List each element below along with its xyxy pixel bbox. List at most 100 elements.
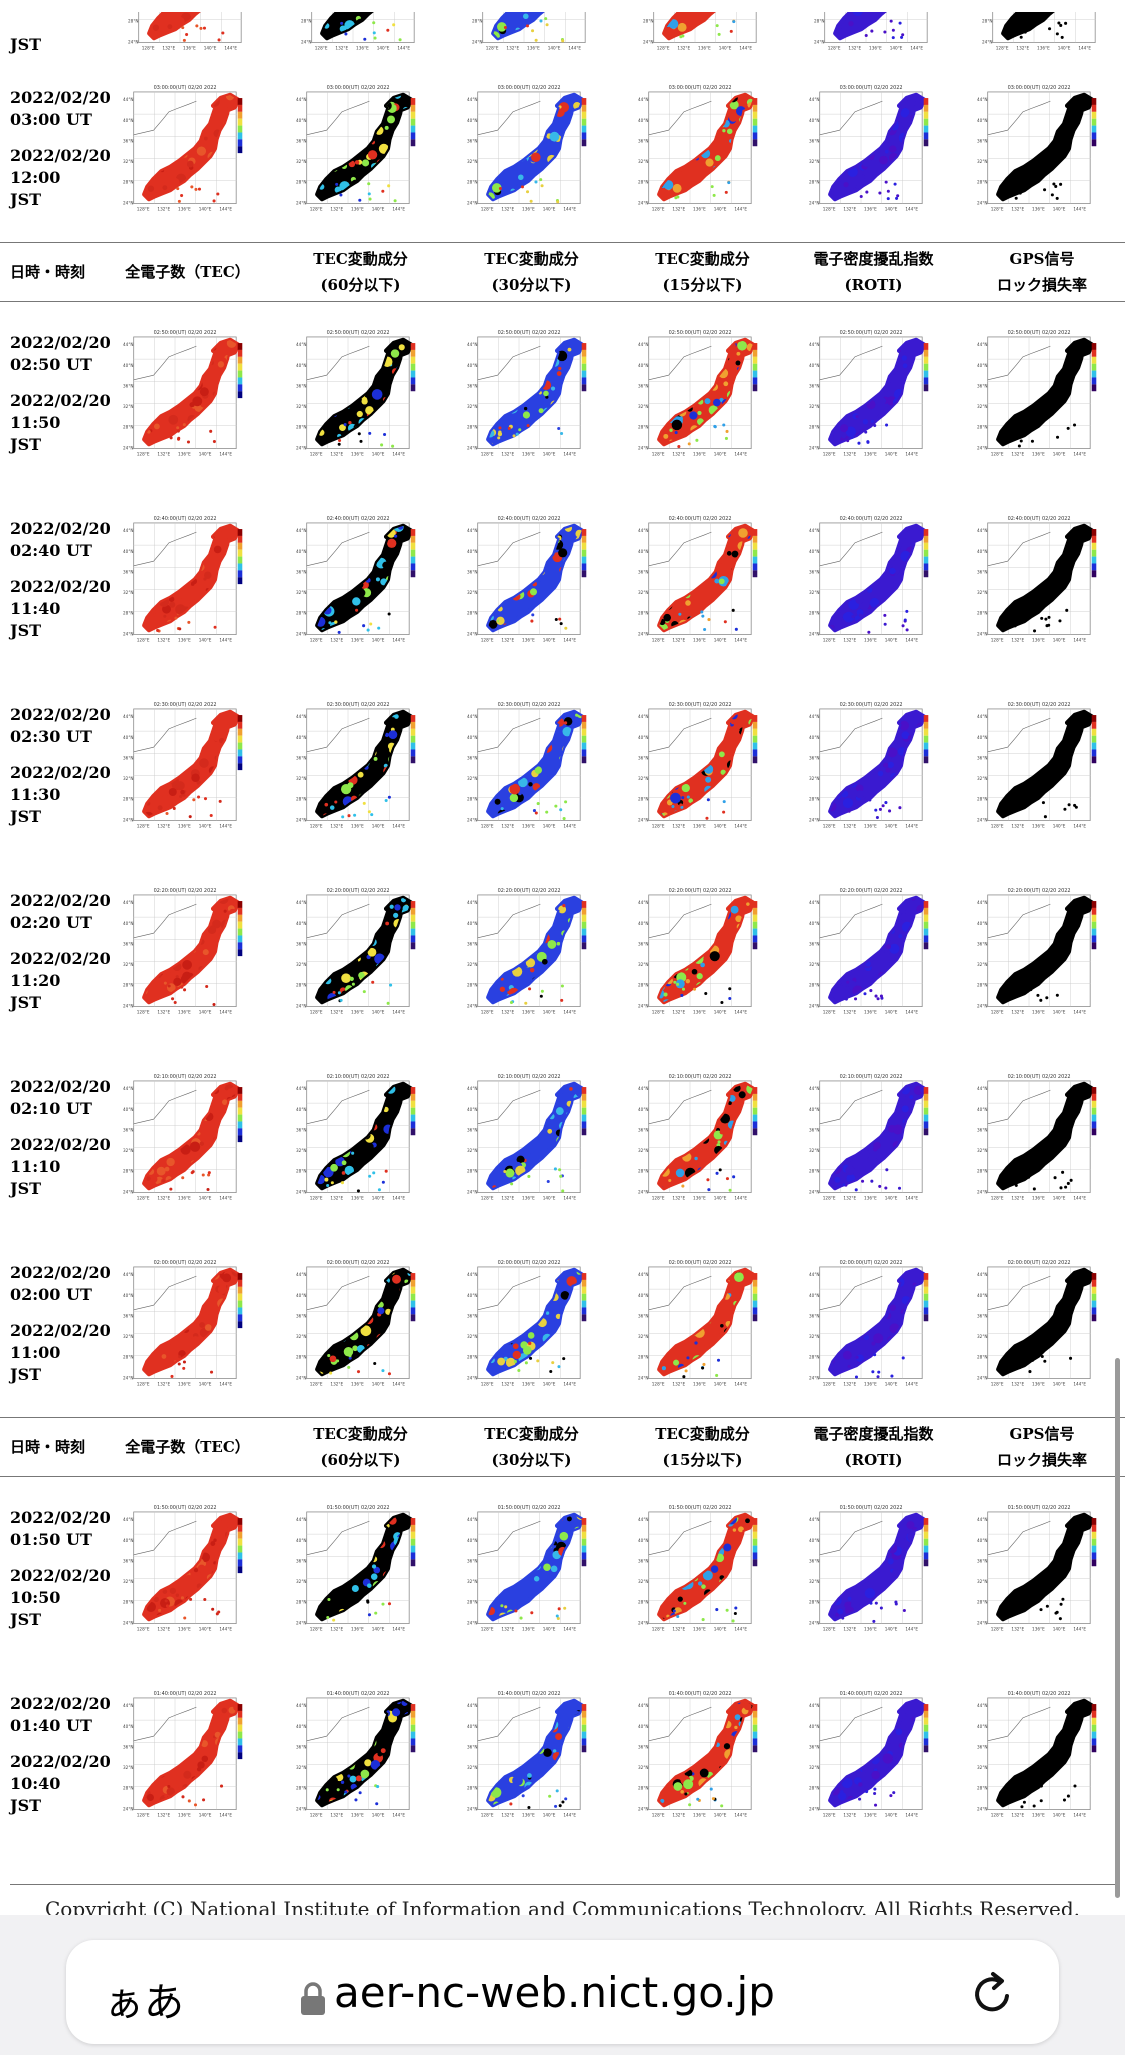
partial-map-image[interactable]: 44°N40°N36°N32°N28°N24°N128°E132°E136°E1…	[982, 12, 1102, 52]
tec-map-image[interactable]: 02:20:00(UT) 02/20 2022 44°N 40°N 36°N 32°N 2…	[123, 884, 253, 1016]
dtec30-map-image[interactable]: 01:50:00(UT) 02/20 2022 44°N 40°N 36°N 32°N 2…	[467, 1501, 597, 1633]
partial-map-image[interactable]: 44°N40°N36°N32°N28°N24°N128°E132°E136°E1…	[814, 12, 934, 52]
lol-map-image[interactable]: 02:10:00(UT) 02/20 2022 44°N 40°N 36°N 32°N 2…	[977, 1070, 1107, 1202]
roti-map-image[interactable]: 01:40:00(UT) 02/20 2022 44°N 40°N 36°N 32°N 2…	[809, 1687, 939, 1819]
lon-tick-label: 128°E	[651, 1009, 664, 1014]
lol-map-image[interactable]: 01:40:00(UT) 02/20 2022 44°N 40°N 36°N 32°N 2…	[977, 1687, 1107, 1819]
dtec15-map-image[interactable]: 01:40:00(UT) 02/20 2022 44°N 40°N 36°N 32°N 2…	[638, 1687, 768, 1819]
dtec15-map-image[interactable]: 02:50:00(UT) 02/20 2022 44°N 40°N 36°N 32°N 2…	[638, 326, 768, 458]
lat-tick-label: 40°N	[123, 118, 134, 123]
partial-map-image[interactable]: 44°N40°N36°N32°N28°N24°N128°E132°E136°E1…	[643, 12, 763, 52]
lon-tick-label: 128°E	[141, 45, 154, 50]
roti-map-image[interactable]: 44°N40°N36°N32°N28°N24°N128°E132°E136°E1…	[814, 12, 934, 52]
roti-map-image[interactable]: 02:40:00(UT) 02/20 2022 44°N 40°N 36°N 32°N 2…	[809, 512, 939, 644]
dtec30-map-image[interactable]: 02:30:00(UT) 02/20 2022 44°N 40°N 36°N 32°N 2…	[467, 698, 597, 830]
lon-tick-label: 136°E	[522, 1195, 535, 1200]
tec-map-image[interactable]: 02:40:00(UT) 02/20 2022 44°N 40°N 36°N 32°N 2…	[123, 512, 253, 644]
dtec15-map-image[interactable]: 44°N40°N36°N32°N28°N24°N128°E132°E136°E1…	[643, 12, 763, 52]
dtec60-map-image[interactable]: 02:50:00(UT) 02/20 2022 44°N 40°N 36°N 32°N 2…	[296, 326, 426, 458]
text-size-button[interactable]: ぁあ	[104, 1980, 184, 2026]
dtec60-map-image[interactable]: 02:00:00(UT) 02/20 2022 44°N 40°N 36°N 32°N 2…	[296, 1256, 426, 1388]
dtec30-map-image[interactable]: 02:50:00(UT) 02/20 2022 44°N 40°N 36°N 32°N 2…	[467, 326, 597, 458]
dtec60-map-image[interactable]: 02:10:00(UT) 02/20 2022 44°N 40°N 36°N 32°N 2…	[296, 1070, 426, 1202]
lat-tick-label: 32°N	[467, 159, 478, 164]
time-ut: 02:30 UT	[10, 727, 92, 746]
roti-map-image[interactable]: 02:30:00(UT) 02/20 2022 44°N 40°N 36°N 32°N 2…	[809, 698, 939, 830]
lol-map-image[interactable]: 02:40:00(UT) 02/20 2022 44°N 40°N 36°N 32°N 2…	[977, 512, 1107, 644]
lon-tick-label: 144°E	[563, 1009, 576, 1014]
dtec60-map-image[interactable]: 02:30:00(UT) 02/20 2022 44°N 40°N 36°N 32°N 2…	[296, 698, 426, 830]
dtec30-map-image[interactable]: 44°N40°N36°N32°N28°N24°N128°E132°E136°E1…	[472, 12, 592, 52]
tec-map-image[interactable]: 02:10:00(UT) 02/20 2022 44°N 40°N 36°N 32°N 2…	[123, 1070, 253, 1202]
lon-tick-label: 132°E	[501, 1812, 514, 1817]
dtec15-map-image[interactable]: 01:50:00(UT) 02/20 2022 44°N 40°N 36°N 32°N 2…	[638, 1501, 768, 1633]
tec-map-image[interactable]: 44°N40°N36°N32°N28°N24°N128°E132°E136°E1…	[128, 12, 248, 52]
dtec60-map-image[interactable]: 03:00:00(UT) 02/20 2022 44°N 40°N 36°N 32°N 2…	[296, 81, 426, 213]
lat-tick-label: 44°N	[977, 1086, 988, 1091]
dtec15-map-image[interactable]: 02:10:00(UT) 02/20 2022 44°N 40°N 36°N 32°N 2…	[638, 1070, 768, 1202]
partial-map-image[interactable]: 44°N40°N36°N32°N28°N24°N128°E132°E136°E1…	[128, 12, 248, 52]
lon-tick-label: 136°E	[351, 452, 364, 457]
lon-tick-label: 128°E	[651, 1812, 664, 1817]
dtec30-map-image[interactable]: 03:00:00(UT) 02/20 2022 44°N 40°N 36°N 32°N 2…	[467, 81, 597, 213]
dtec30-map-image[interactable]: 01:40:00(UT) 02/20 2022 44°N 40°N 36°N 32°N 2…	[467, 1687, 597, 1819]
partial-map-image[interactable]: 44°N40°N36°N32°N28°N24°N128°E132°E136°E1…	[472, 12, 592, 52]
tec-map-image[interactable]: 02:50:00(UT) 02/20 2022 44°N 40°N 36°N 32°N 2…	[123, 326, 253, 458]
map-title: 02:40:00(UT) 02/20 2022	[153, 516, 216, 522]
tec-map-image[interactable]: 02:00:00(UT) 02/20 2022 44°N 40°N 36°N 32°N 2…	[123, 1256, 253, 1388]
roti-map-image[interactable]: 02:50:00(UT) 02/20 2022 44°N 40°N 36°N 32°N 2…	[809, 326, 939, 458]
roti-map-image[interactable]: 01:50:00(UT) 02/20 2022 44°N 40°N 36°N 32°N 2…	[809, 1501, 939, 1633]
roti-map-image[interactable]: 02:00:00(UT) 02/20 2022 44°N 40°N 36°N 32°N 2…	[809, 1256, 939, 1388]
map-title: 02:50:00(UT) 02/20 2022	[1008, 330, 1071, 336]
lat-tick-label: 44°N	[809, 97, 820, 102]
dtec15-map-image[interactable]: 02:40:00(UT) 02/20 2022 44°N 40°N 36°N 32°N 2…	[638, 512, 768, 644]
roti-map-image[interactable]: 02:20:00(UT) 02/20 2022 44°N 40°N 36°N 32°N 2…	[809, 884, 939, 1016]
lon-tick-label: 136°E	[1032, 1381, 1045, 1386]
map-title: 02:30:00(UT) 02/20 2022	[497, 702, 560, 708]
lol-map-image[interactable]: 03:00:00(UT) 02/20 2022 44°N 40°N 36°N 32°N 2…	[977, 81, 1107, 213]
lon-tick-label: 128°E	[991, 206, 1004, 211]
reload-icon[interactable]	[969, 1970, 1017, 2018]
partial-map-image[interactable]: 44°N40°N36°N32°N28°N24°N128°E132°E136°E1…	[301, 12, 421, 52]
lol-map-image[interactable]: 02:30:00(UT) 02/20 2022 44°N 40°N 36°N 32°N 2…	[977, 698, 1107, 830]
column-header-5: 電子密度擾乱指数 (ROTI)	[788, 1416, 959, 1477]
tec-map-image[interactable]: 01:40:00(UT) 02/20 2022 44°N 40°N 36°N 32°N 2…	[123, 1687, 253, 1819]
dtec30-map-image[interactable]: 02:20:00(UT) 02/20 2022 44°N 40°N 36°N 32°N 2…	[467, 884, 597, 1016]
lol-map-image[interactable]: 02:00:00(UT) 02/20 2022 44°N 40°N 36°N 32°N 2…	[977, 1256, 1107, 1388]
roti-map-image[interactable]: 03:00:00(UT) 02/20 2022 44°N 40°N 36°N 32°N 2…	[809, 81, 939, 213]
lol-map-image[interactable]: 01:50:00(UT) 02/20 2022 44°N 40°N 36°N 32°N 2…	[977, 1501, 1107, 1633]
lon-tick-label: 136°E	[693, 637, 706, 642]
dtec60-map-image[interactable]: 01:40:00(UT) 02/20 2022 44°N 40°N 36°N 32°N 2…	[296, 1687, 426, 1819]
scrollbar[interactable]	[1115, 1358, 1120, 1898]
map-title: 02:30:00(UT) 02/20 2022	[326, 702, 389, 708]
address-bar[interactable]: ぁあ aer-nc-web.nict.go.jp	[66, 1940, 1059, 2044]
url-text[interactable]: aer-nc-web.nict.go.jp	[334, 1968, 775, 2017]
roti-map-image[interactable]: 02:10:00(UT) 02/20 2022 44°N 40°N 36°N 32°N 2…	[809, 1070, 939, 1202]
map-title: 02:30:00(UT) 02/20 2022	[839, 702, 902, 708]
dtec30-map-image[interactable]: 02:40:00(UT) 02/20 2022 44°N 40°N 36°N 32°N 2…	[467, 512, 597, 644]
lat-tick-label: 36°N	[977, 941, 988, 946]
lol-map-image[interactable]: 44°N40°N36°N32°N28°N24°N128°E132°E136°E1…	[982, 12, 1102, 52]
dtec60-map-image[interactable]: 02:20:00(UT) 02/20 2022 44°N 40°N 36°N 32°N 2…	[296, 884, 426, 1016]
lat-tick-label: 32°N	[977, 1334, 988, 1339]
lol-map-image[interactable]: 02:20:00(UT) 02/20 2022 44°N 40°N 36°N 32°N 2…	[977, 884, 1107, 1016]
lat-tick-label: 40°N	[467, 1293, 478, 1298]
lat-tick-label: 24°N	[467, 817, 478, 822]
lon-tick-label: 144°E	[219, 823, 232, 828]
dtec15-map-image[interactable]: 03:00:00(UT) 02/20 2022 44°N 40°N 36°N 32°N 2…	[638, 81, 768, 213]
dtec15-map-image[interactable]: 02:30:00(UT) 02/20 2022 44°N 40°N 36°N 32°N 2…	[638, 698, 768, 830]
dtec30-map-image[interactable]: 02:00:00(UT) 02/20 2022 44°N 40°N 36°N 32°N 2…	[467, 1256, 597, 1388]
column-header-label: 電子密度擾乱指数	[813, 249, 934, 268]
tec-map-image[interactable]: 01:50:00(UT) 02/20 2022 44°N 40°N 36°N 32°N 2…	[123, 1501, 253, 1633]
dtec30-map-image[interactable]: 02:10:00(UT) 02/20 2022 44°N 40°N 36°N 32°N 2…	[467, 1070, 597, 1202]
dtec15-map-image[interactable]: 02:20:00(UT) 02/20 2022 44°N 40°N 36°N 32°N 2…	[638, 884, 768, 1016]
lon-tick-label: 140°E	[884, 452, 897, 457]
lat-tick-label: 44°N	[296, 97, 307, 102]
dtec60-map-image[interactable]: 01:50:00(UT) 02/20 2022 44°N 40°N 36°N 32°N 2…	[296, 1501, 426, 1633]
dtec60-map-image[interactable]: 02:40:00(UT) 02/20 2022 44°N 40°N 36°N 32°N 2…	[296, 512, 426, 644]
tec-map-image[interactable]: 03:00:00(UT) 02/20 2022 44°N 40°N 36°N 32°N 2…	[123, 81, 253, 213]
lol-map-image[interactable]: 02:50:00(UT) 02/20 2022 44°N 40°N 36°N 32°N 2…	[977, 326, 1107, 458]
dtec60-map-image[interactable]: 44°N40°N36°N32°N28°N24°N128°E132°E136°E1…	[301, 12, 421, 52]
tec-map-image[interactable]: 02:30:00(UT) 02/20 2022 44°N 40°N 36°N 32°N 2…	[123, 698, 253, 830]
dtec15-map-image[interactable]: 02:00:00(UT) 02/20 2022 44°N 40°N 36°N 32°N 2…	[638, 1256, 768, 1388]
